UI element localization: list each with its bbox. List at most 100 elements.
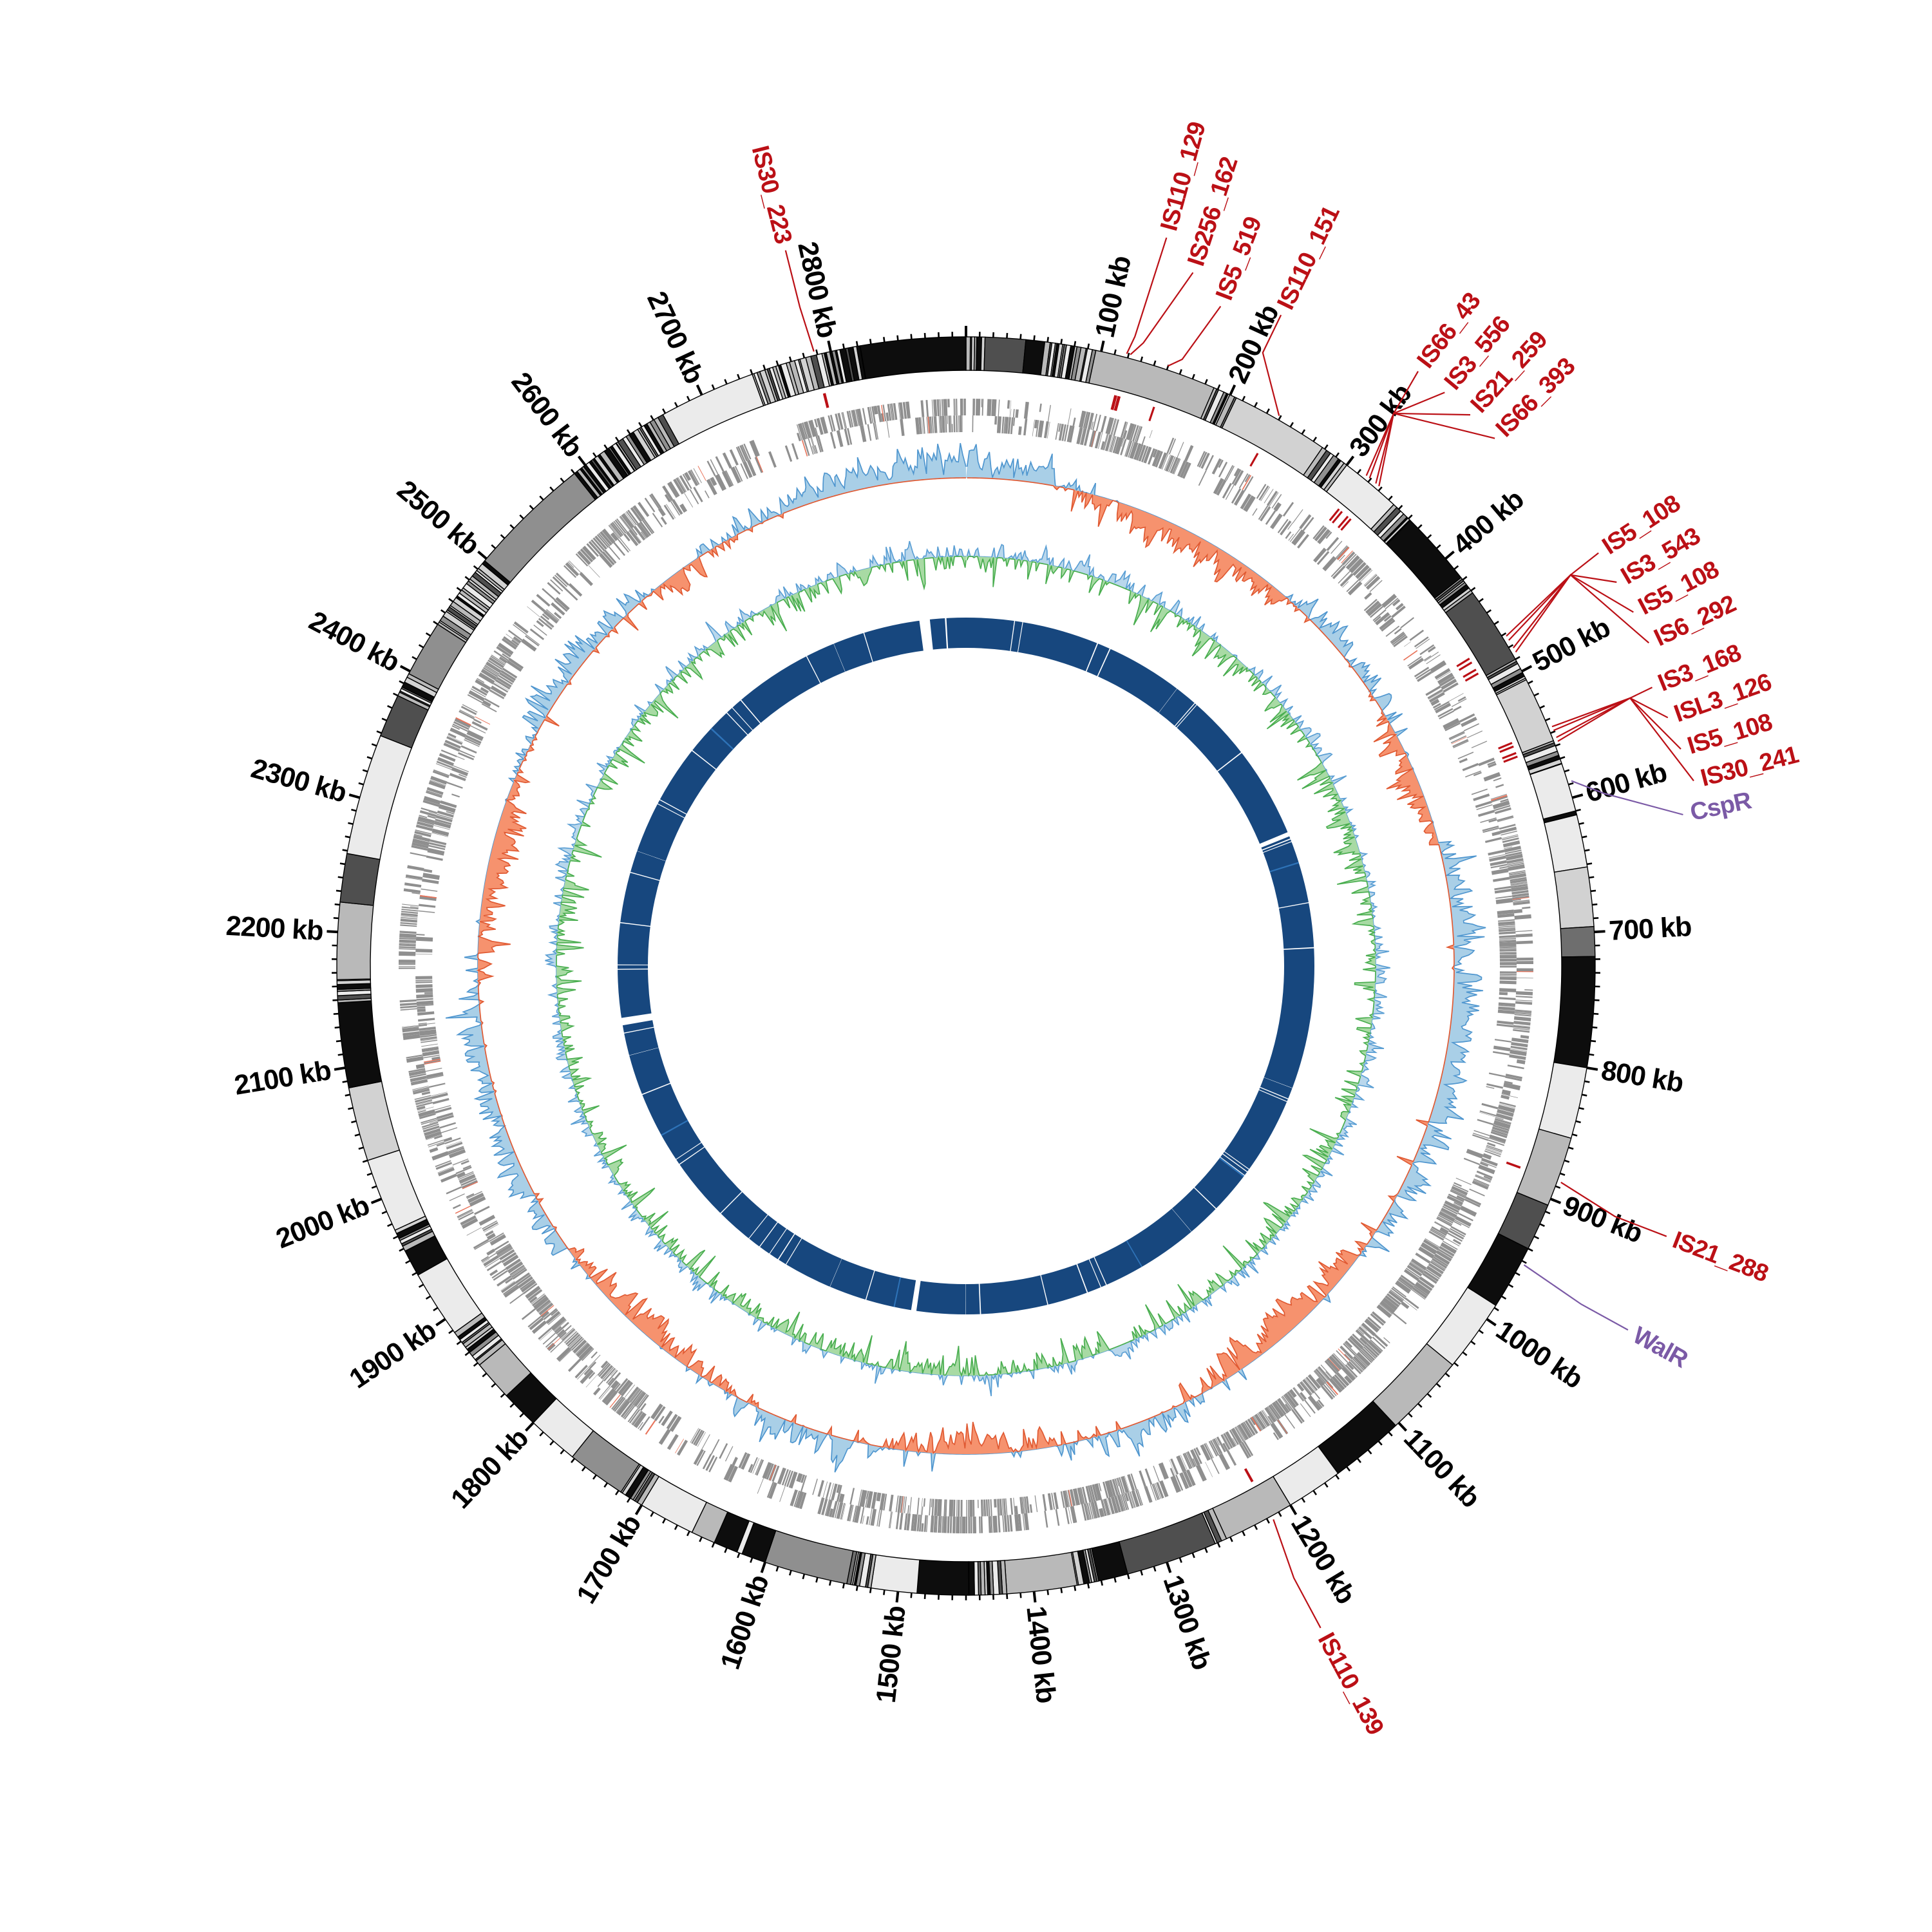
minor-tick xyxy=(910,334,913,339)
cds-bar xyxy=(844,428,850,446)
cds-bar xyxy=(427,1075,444,1080)
cds-bar xyxy=(1437,708,1454,717)
minor-tick xyxy=(418,1283,424,1288)
cds-bar xyxy=(958,415,960,433)
cds-bar xyxy=(1451,698,1467,707)
cds-bar xyxy=(1108,1497,1115,1515)
cds-bar xyxy=(949,1516,952,1533)
cds-bar xyxy=(1427,646,1436,653)
cds-bar xyxy=(610,523,622,538)
cds-bar xyxy=(873,405,878,415)
rna-feature-bar xyxy=(1337,547,1350,560)
cds-bar xyxy=(502,1255,519,1267)
is-element-marker xyxy=(822,393,829,408)
cds-bar xyxy=(499,1249,515,1261)
cds-bar xyxy=(1063,1490,1069,1508)
cds-bar xyxy=(1453,740,1469,748)
cds-bar xyxy=(413,835,431,842)
cds-bar xyxy=(1347,1338,1361,1351)
cds-bar xyxy=(1026,1496,1030,1513)
cds-bar xyxy=(1021,1497,1025,1514)
cds-bar xyxy=(481,1253,497,1263)
cds-bar xyxy=(757,1477,764,1494)
cds-bar xyxy=(929,1499,931,1516)
cds-bar xyxy=(1507,862,1524,867)
cds-bar xyxy=(1507,1065,1524,1070)
cds-bar xyxy=(431,828,450,837)
rna-feature-bar xyxy=(1328,1358,1340,1371)
annotation-leader-line xyxy=(1273,1519,1321,1629)
cds-bar xyxy=(803,439,810,456)
minor-tick xyxy=(1254,402,1258,408)
cds-bar xyxy=(889,1494,894,1512)
cds-bar xyxy=(480,1256,489,1262)
cds-bar xyxy=(1391,1287,1406,1299)
cds-bar xyxy=(428,1141,444,1148)
cds-bar xyxy=(768,451,777,468)
cds-bar xyxy=(1499,975,1517,977)
cds-bar xyxy=(930,1515,934,1533)
cds-bar xyxy=(739,445,748,462)
cds-bar xyxy=(1367,1316,1381,1329)
cds-bar xyxy=(1270,1403,1282,1419)
cds-bar xyxy=(1409,1262,1425,1273)
cds-bar xyxy=(1501,1089,1511,1096)
cds-bar xyxy=(444,739,461,749)
cds-bar xyxy=(1326,1358,1340,1373)
cds-bar xyxy=(1482,1153,1492,1160)
cds-bar xyxy=(849,1488,855,1505)
cds-bar xyxy=(937,1499,942,1517)
cds-bar xyxy=(1243,495,1256,512)
cds-bar xyxy=(710,1439,720,1455)
minor-tick xyxy=(1501,1295,1507,1300)
major-tick xyxy=(435,1318,446,1327)
cds-bar xyxy=(1376,1304,1392,1318)
cds-bar xyxy=(913,1514,918,1531)
minor-tick xyxy=(1545,1211,1551,1215)
rna-feature-bar xyxy=(801,440,808,457)
minor-tick xyxy=(358,1146,364,1150)
cds-bar xyxy=(428,811,437,815)
minor-tick xyxy=(539,1431,544,1437)
cds-bar xyxy=(426,1134,442,1141)
cds-bar xyxy=(1085,1486,1092,1503)
alignment-light-block xyxy=(661,1119,688,1136)
cds-bar xyxy=(600,1365,613,1379)
cds-bar xyxy=(437,1167,455,1177)
cds-bar xyxy=(518,1276,533,1289)
cds-bar xyxy=(855,409,860,426)
is-element-marker xyxy=(1464,672,1479,682)
cds-bar xyxy=(1409,629,1425,641)
genome-segment xyxy=(968,1561,975,1596)
cds-bar xyxy=(1388,1290,1404,1303)
cds-bar xyxy=(422,1050,440,1057)
cds-bar xyxy=(947,1516,950,1533)
cds-bar xyxy=(1495,895,1513,899)
alignment-gap xyxy=(865,1269,876,1302)
cds-bar xyxy=(1499,949,1517,952)
minor-tick xyxy=(828,1580,832,1586)
cds-bar xyxy=(1360,1349,1374,1362)
cds-bar xyxy=(1358,567,1372,582)
axis-tick-label: 2000 kb xyxy=(272,1190,374,1255)
minor-tick xyxy=(412,1272,417,1276)
cds-bar xyxy=(538,1302,552,1314)
minor-tick xyxy=(788,356,792,362)
rna-feature-bar xyxy=(1516,971,1533,972)
cds-bar xyxy=(401,906,419,910)
cds-bar xyxy=(1010,408,1012,417)
cds-bar xyxy=(597,1362,610,1376)
cds-bar xyxy=(1499,1101,1516,1108)
cds-bar xyxy=(1430,698,1440,706)
cds-bar xyxy=(422,873,440,880)
cds-bar xyxy=(1448,693,1464,702)
cds-bar xyxy=(521,638,537,652)
axis-tick-label: 800 kb xyxy=(1599,1055,1685,1099)
axis-tick-label: 1900 kb xyxy=(344,1314,442,1394)
minor-tick xyxy=(1191,1553,1195,1558)
cds-bar xyxy=(401,916,418,920)
cds-bar xyxy=(1433,1256,1448,1267)
cds-bar xyxy=(1513,1016,1531,1021)
cds-bar xyxy=(507,629,523,641)
minor-tick xyxy=(1528,680,1533,685)
